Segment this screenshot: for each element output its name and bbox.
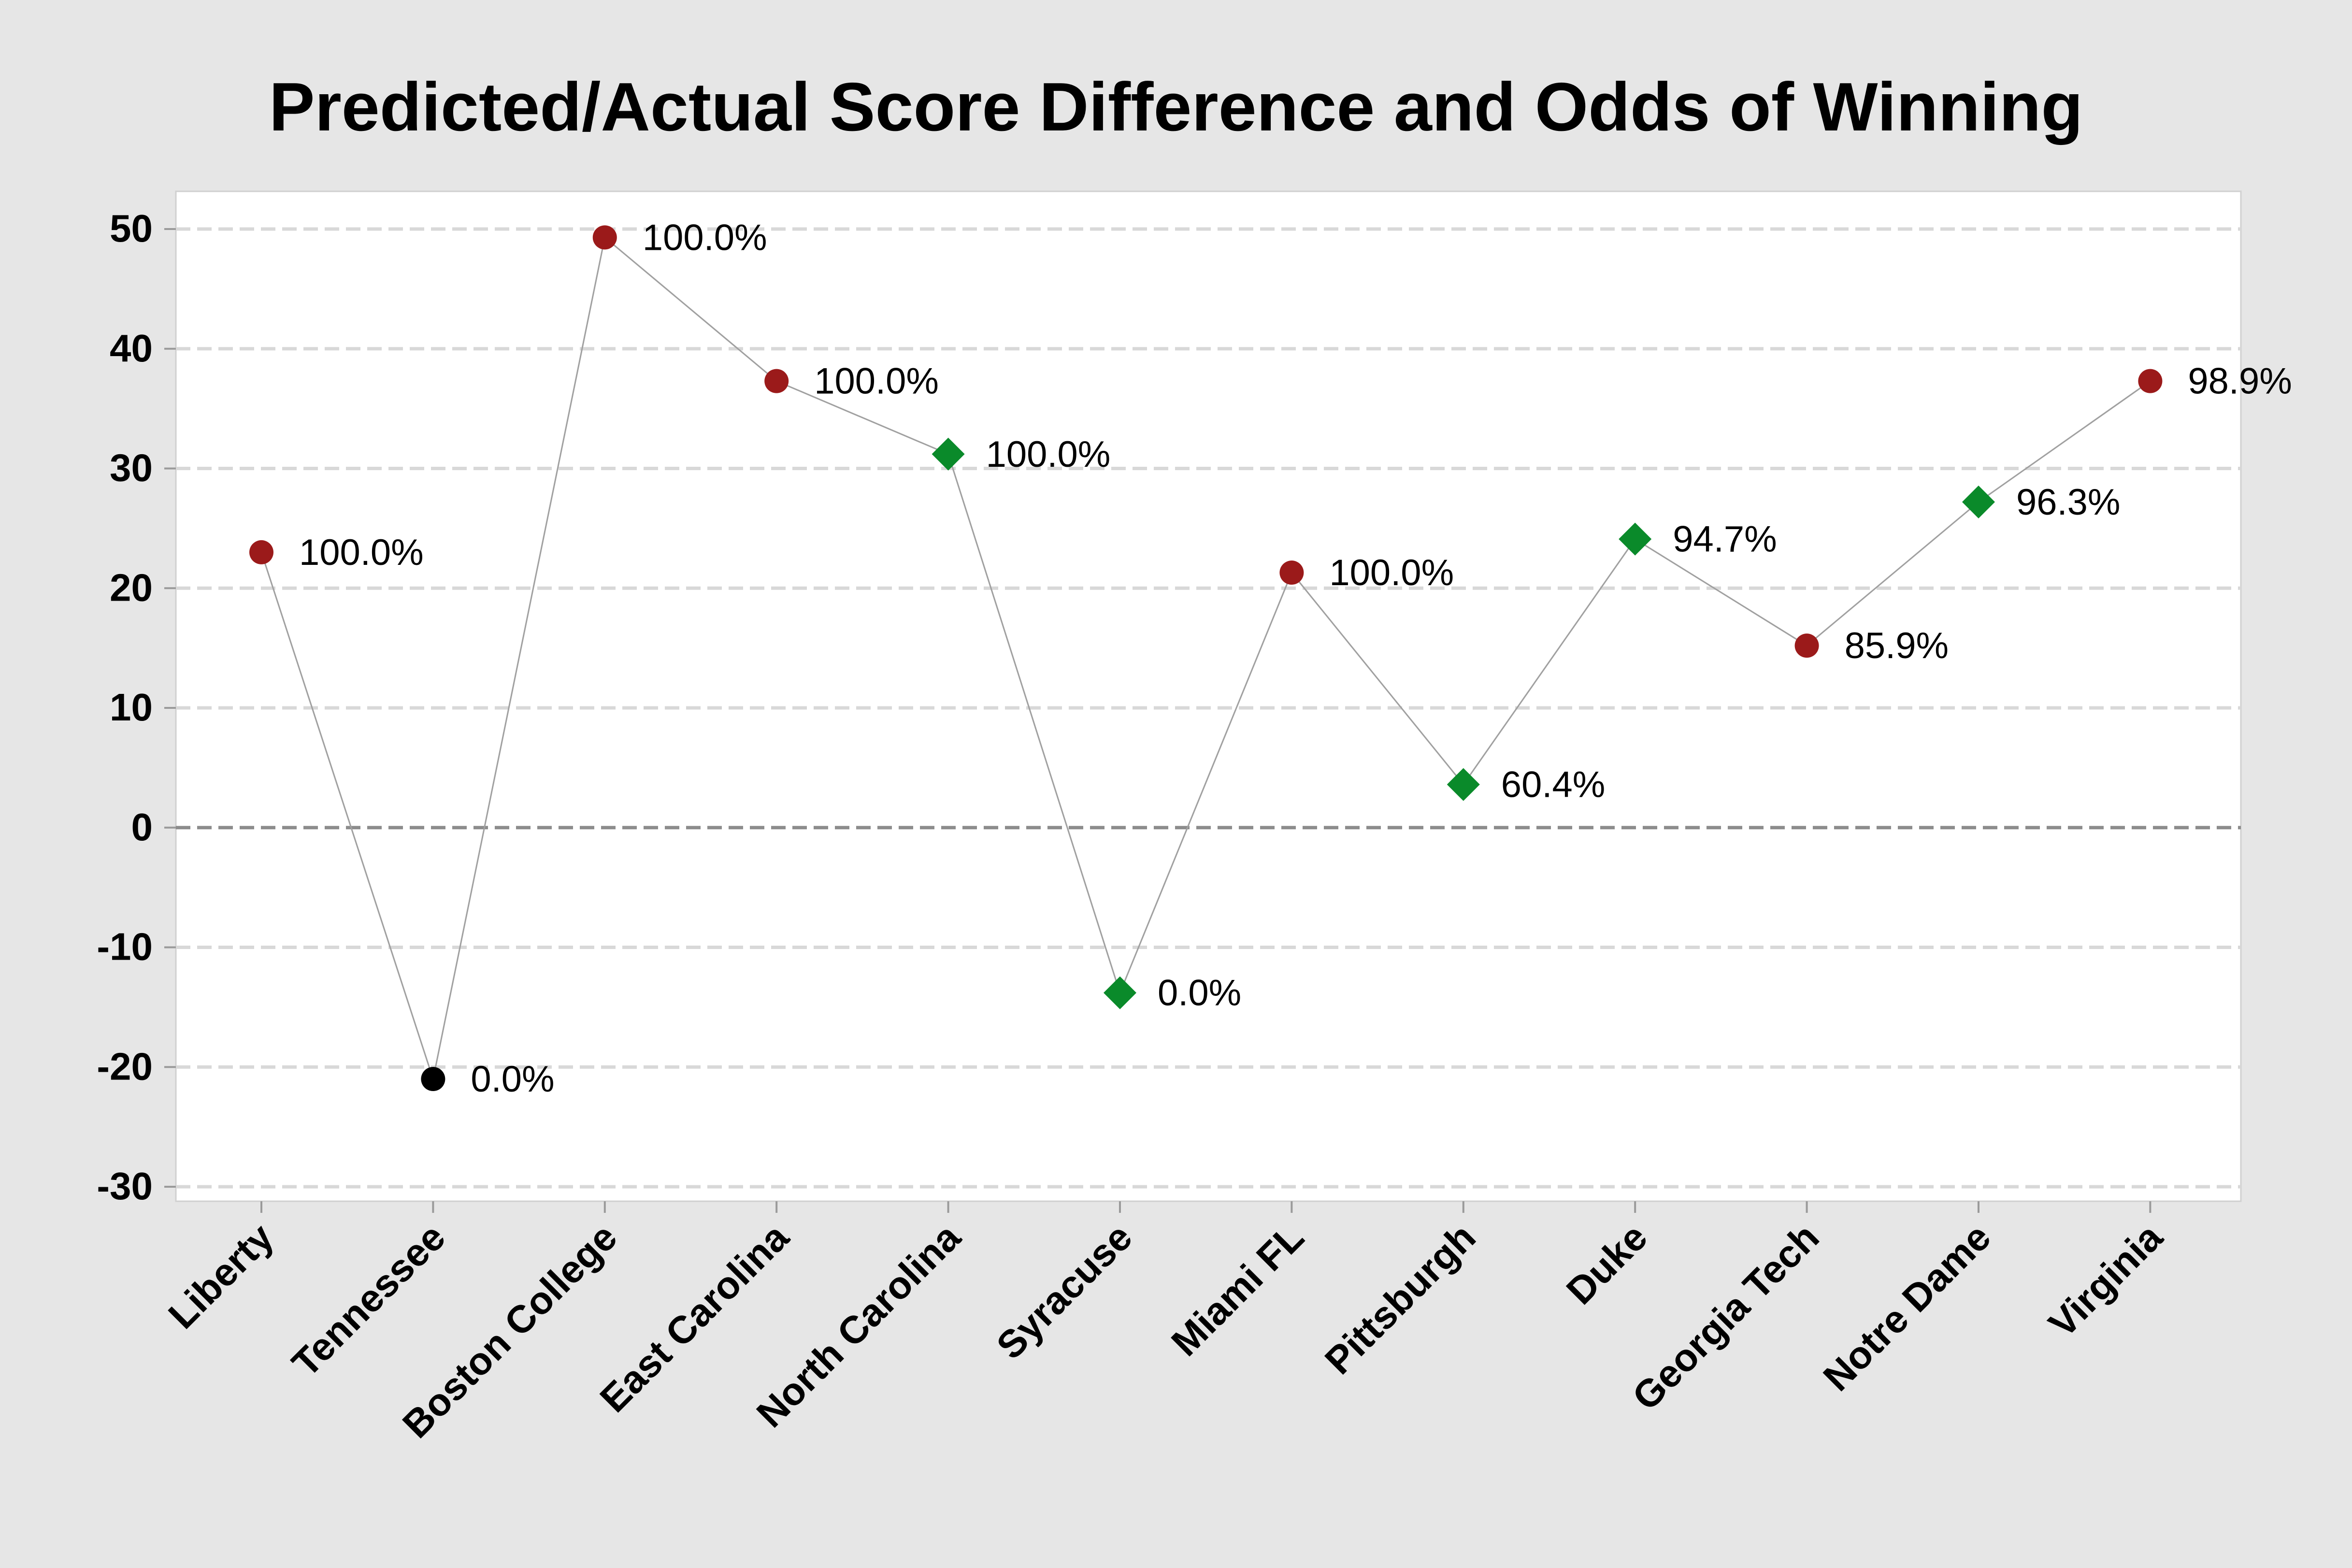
data-point-circle [1794,633,1819,658]
data-label: 0.0% [471,1059,554,1100]
axes [164,228,2151,1213]
data-labels: 100.0% 0.0% 100.0% 100.0% 100.0% 0.0% 100.0% 60… [299,217,2292,1100]
data-point-circle [249,540,273,564]
data-label: 94.7% [1673,519,1777,560]
data-label: 100.0% [643,217,767,258]
y-tick-label: 10 [110,686,153,729]
y-tick-label: -10 [97,925,153,968]
y-tick-label: 30 [110,446,153,489]
y-tick-label: 20 [110,566,153,609]
gridlines [176,227,2241,1189]
y-tick-label: -30 [97,1165,153,1208]
data-point-diamond [1619,522,1652,556]
data-label: 98.9% [2188,361,2292,402]
data-point-diamond [1447,768,1480,801]
data-label: 100.0% [1329,552,1454,593]
data-label: 100.0% [986,434,1111,475]
data-point-circle [764,369,789,393]
data-point-diamond [932,437,965,471]
data-point-circle [421,1067,445,1092]
data-label: 85.9% [1845,625,1949,666]
data-label: 96.3% [2016,482,2121,523]
data-label: 60.4% [1501,764,1606,806]
data-point-circle [592,225,617,250]
y-tick-label: -20 [97,1045,153,1088]
y-axis-tick-labels: 50 40 30 20 10 0 -10 -20 -30 [97,207,153,1208]
connector-line [260,236,2151,1082]
data-point-circle [1279,561,1304,585]
data-label: 0.0% [1158,973,1241,1014]
plot-area [175,190,2242,1202]
y-tick-label: 50 [110,207,153,250]
y-tick-label: 0 [131,806,153,849]
chart-title: Predicted/Actual Score Difference and Od… [269,69,2083,145]
y-tick-label: 40 [110,327,153,370]
series-markers [249,225,2163,1092]
data-point-diamond [1104,976,1136,1009]
data-label: 100.0% [299,532,424,573]
data-point-circle [2138,369,2163,393]
series-line [260,236,2151,1082]
data-label: 100.0% [814,361,939,402]
data-point-diamond [1962,485,1995,518]
